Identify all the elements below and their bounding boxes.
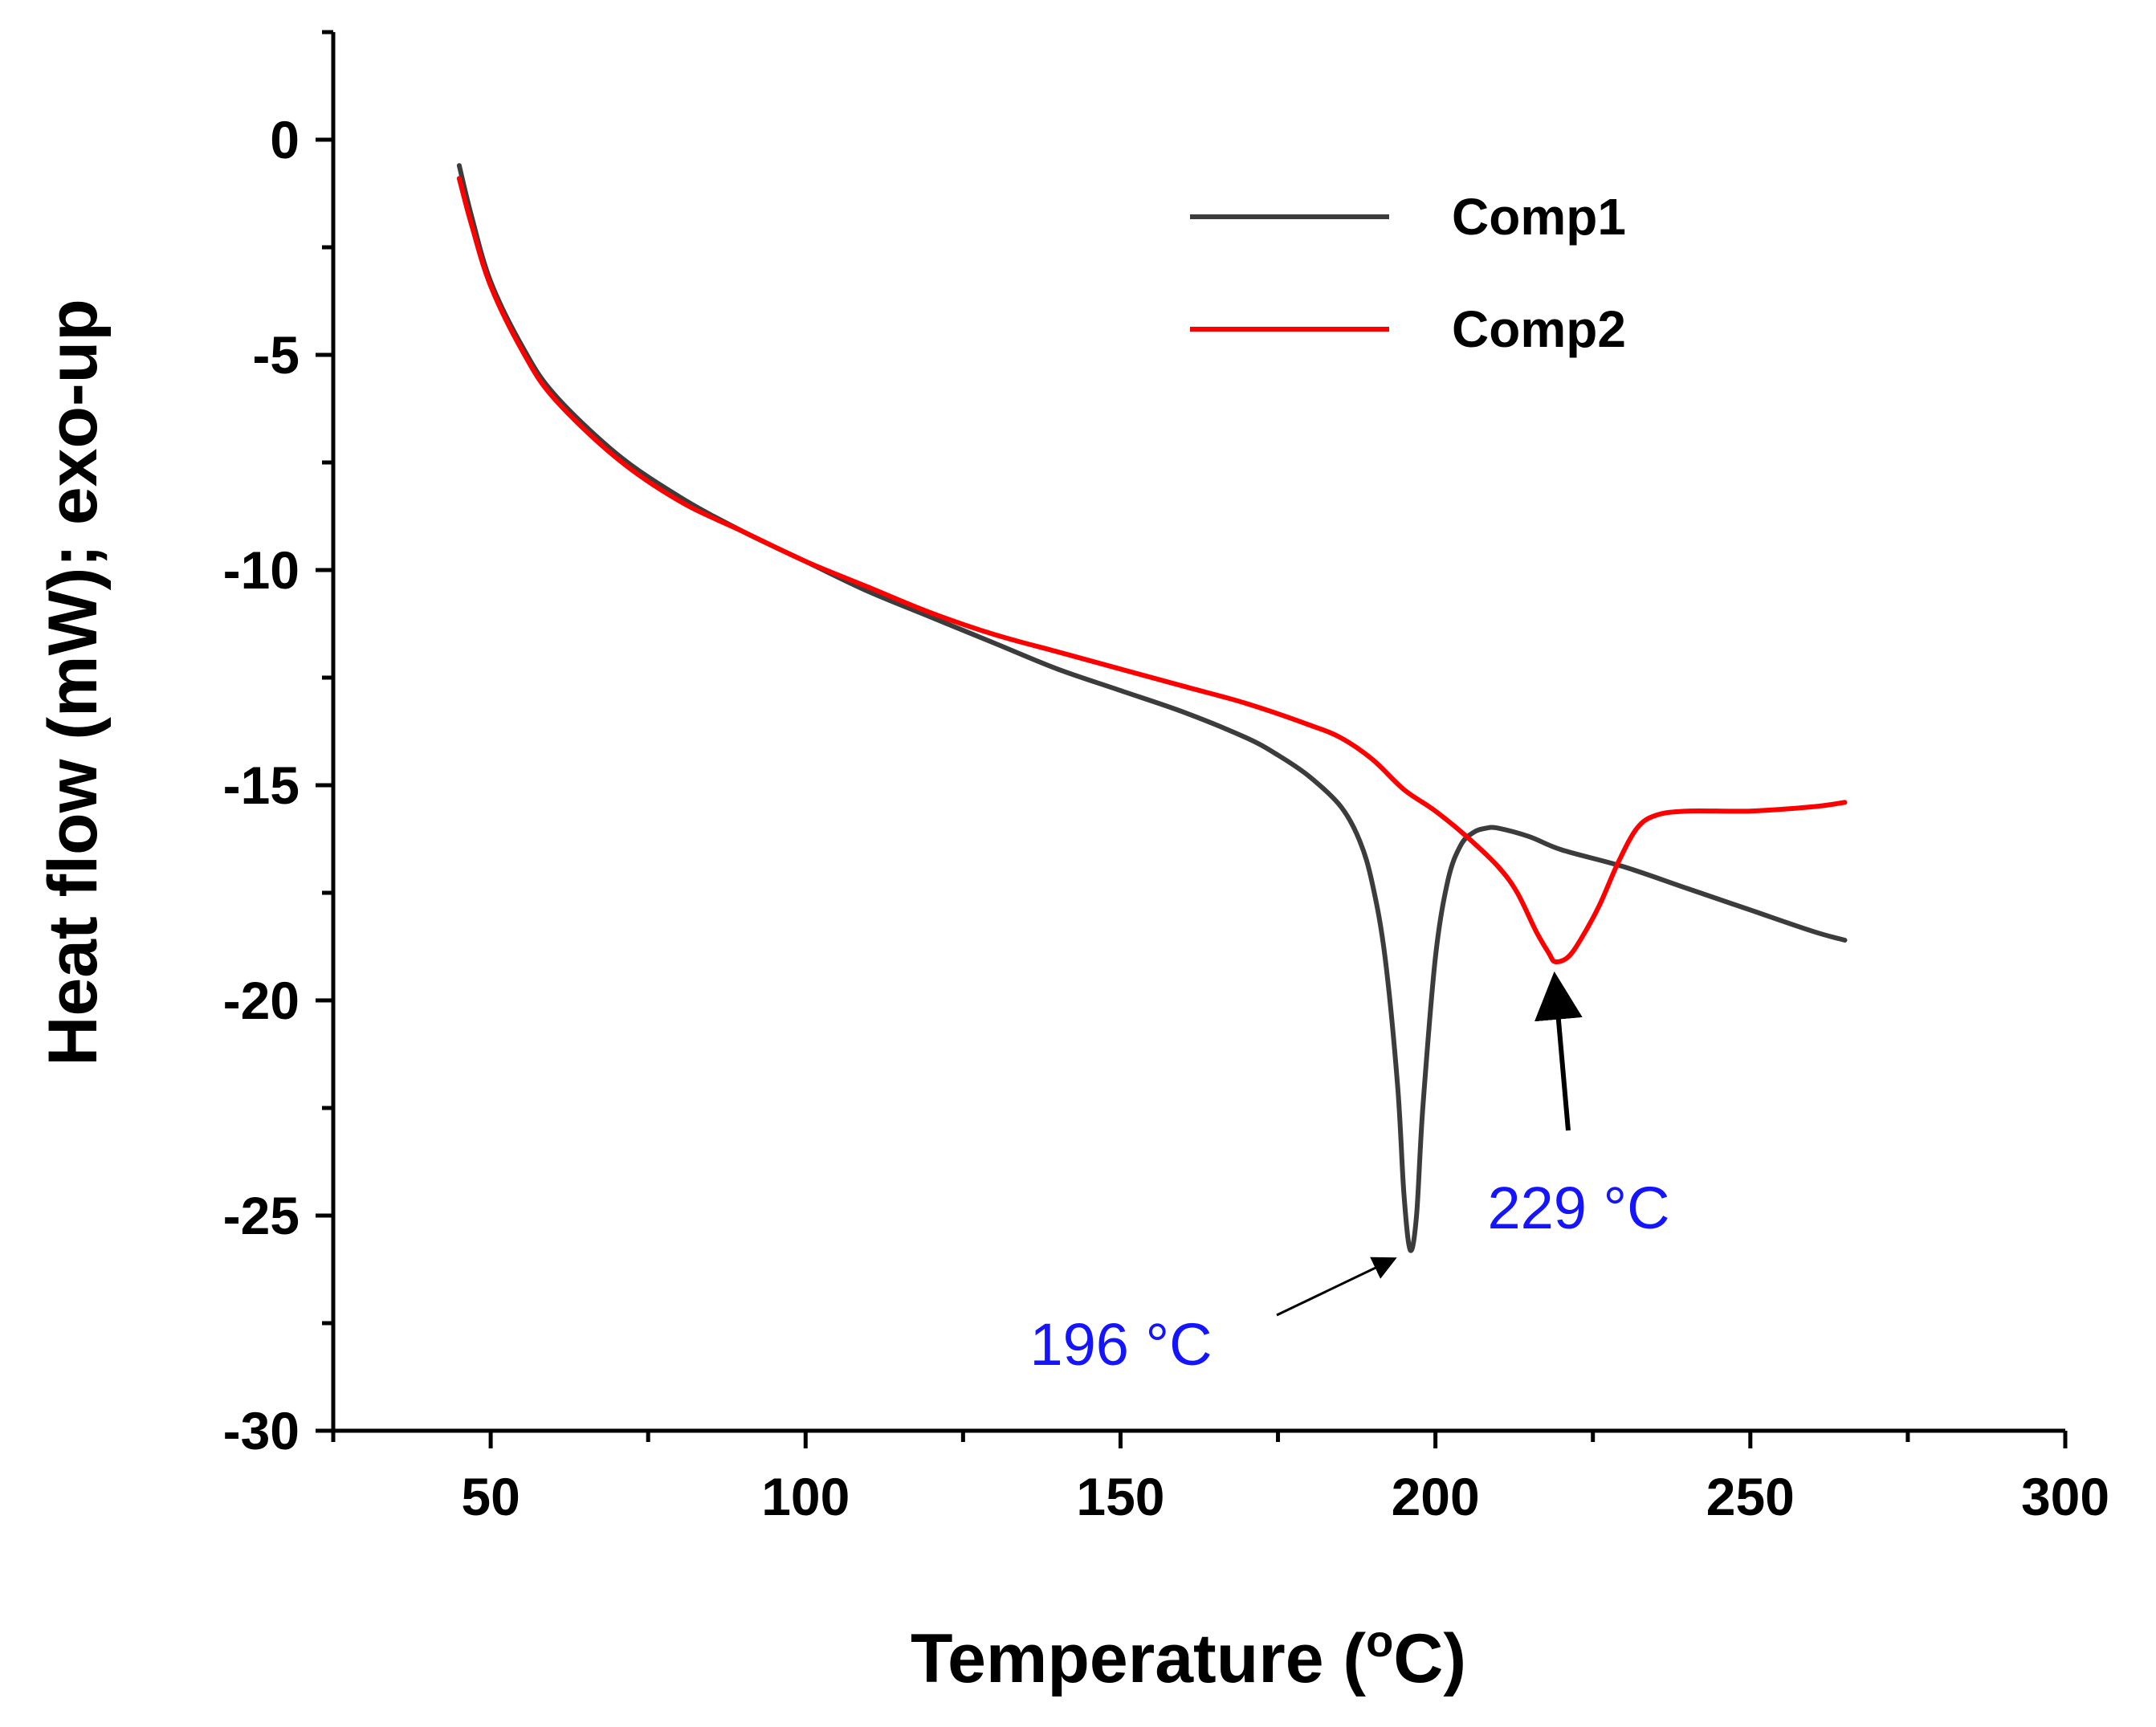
legend-label-comp1: Comp1	[1452, 188, 1626, 246]
x-tick-label: 250	[1706, 1467, 1795, 1526]
x-tick-label: 150	[1076, 1467, 1164, 1526]
legend-label-comp2: Comp2	[1452, 300, 1626, 358]
x-axis-title-unit: C	[1393, 1620, 1443, 1697]
y-axis-title: Heat flow (mW); exo-up	[35, 299, 112, 1066]
y-tick-label: -30	[223, 1401, 300, 1460]
y-tick-label: -25	[223, 1186, 300, 1245]
x-tick-label: 300	[2021, 1467, 2109, 1526]
series-line-comp1	[456, 163, 1848, 1253]
x-tick-label: 200	[1392, 1467, 1480, 1526]
y-tick-label: -10	[223, 540, 300, 600]
y-tick-label: -5	[252, 325, 300, 385]
x-axis-title-label: Temperature	[911, 1620, 1324, 1697]
annotation-arrow-196	[1276, 1257, 1397, 1317]
y-tick-label: -20	[223, 971, 300, 1030]
x-tick-label: 100	[761, 1467, 850, 1526]
annotation-arrow-229	[1534, 971, 1583, 1131]
x-axis-title: Temperature (oC)	[911, 1615, 1466, 1697]
x-axis-title-paren-close: )	[1443, 1620, 1466, 1697]
annotation-label-229: 229 °C	[1487, 1175, 1669, 1241]
plot-layer: 50 100 150 200 250 300 0 -5 -10 -15 -20 -25 -30 Comp1…	[223, 30, 2109, 1526]
x-axis-title-degree: o	[1366, 1615, 1393, 1666]
x-axis-title-paren-open: (	[1324, 1620, 1367, 1697]
y-tick-label: 0	[270, 110, 300, 169]
series-line-comp2	[456, 176, 1848, 965]
x-tick-label: 50	[461, 1467, 520, 1526]
annotation-label-196: 196 °C	[1029, 1311, 1212, 1378]
y-tick-label: -15	[223, 756, 300, 815]
